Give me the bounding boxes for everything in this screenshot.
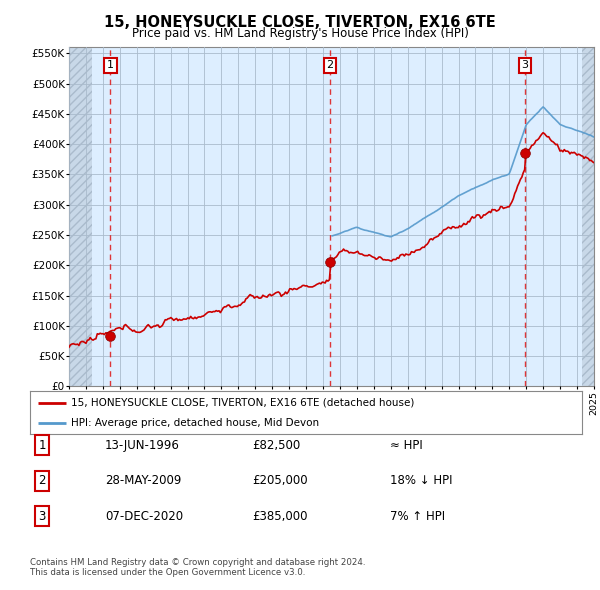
Text: 1: 1 [107,60,114,70]
Text: 15, HONEYSUCKLE CLOSE, TIVERTON, EX16 6TE (detached house): 15, HONEYSUCKLE CLOSE, TIVERTON, EX16 6T… [71,398,415,408]
Text: 3: 3 [521,60,529,70]
Text: 07-DEC-2020: 07-DEC-2020 [105,510,183,523]
Text: £82,500: £82,500 [252,439,300,452]
Text: 13-JUN-1996: 13-JUN-1996 [105,439,180,452]
Text: Price paid vs. HM Land Registry's House Price Index (HPI): Price paid vs. HM Land Registry's House … [131,27,469,40]
Text: HPI: Average price, detached house, Mid Devon: HPI: Average price, detached house, Mid … [71,418,320,428]
Text: 15, HONEYSUCKLE CLOSE, TIVERTON, EX16 6TE: 15, HONEYSUCKLE CLOSE, TIVERTON, EX16 6T… [104,15,496,30]
Text: 7% ↑ HPI: 7% ↑ HPI [390,510,445,523]
Text: 2: 2 [38,474,46,487]
Bar [582,47,599,386]
Text: ≈ HPI: ≈ HPI [390,439,423,452]
Text: 18% ↓ HPI: 18% ↓ HPI [390,474,452,487]
Text: 1: 1 [38,439,46,452]
Text: Contains HM Land Registry data © Crown copyright and database right 2024.
This d: Contains HM Land Registry data © Crown c… [30,558,365,577]
Bar [69,47,92,386]
Text: £385,000: £385,000 [252,510,308,523]
Text: 2: 2 [326,60,334,70]
Text: 3: 3 [38,510,46,523]
Text: £205,000: £205,000 [252,474,308,487]
Text: 28-MAY-2009: 28-MAY-2009 [105,474,181,487]
